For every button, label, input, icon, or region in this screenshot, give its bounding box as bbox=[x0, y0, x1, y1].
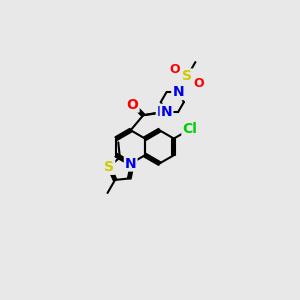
Text: N: N bbox=[161, 105, 172, 119]
Text: N: N bbox=[172, 85, 184, 99]
Text: O: O bbox=[127, 98, 139, 112]
Text: O: O bbox=[170, 63, 180, 76]
Text: Cl: Cl bbox=[182, 122, 197, 136]
Text: S: S bbox=[182, 70, 192, 83]
Text: N: N bbox=[125, 157, 136, 170]
Text: S: S bbox=[104, 160, 114, 174]
Text: O: O bbox=[194, 77, 204, 90]
Text: N: N bbox=[157, 105, 168, 119]
